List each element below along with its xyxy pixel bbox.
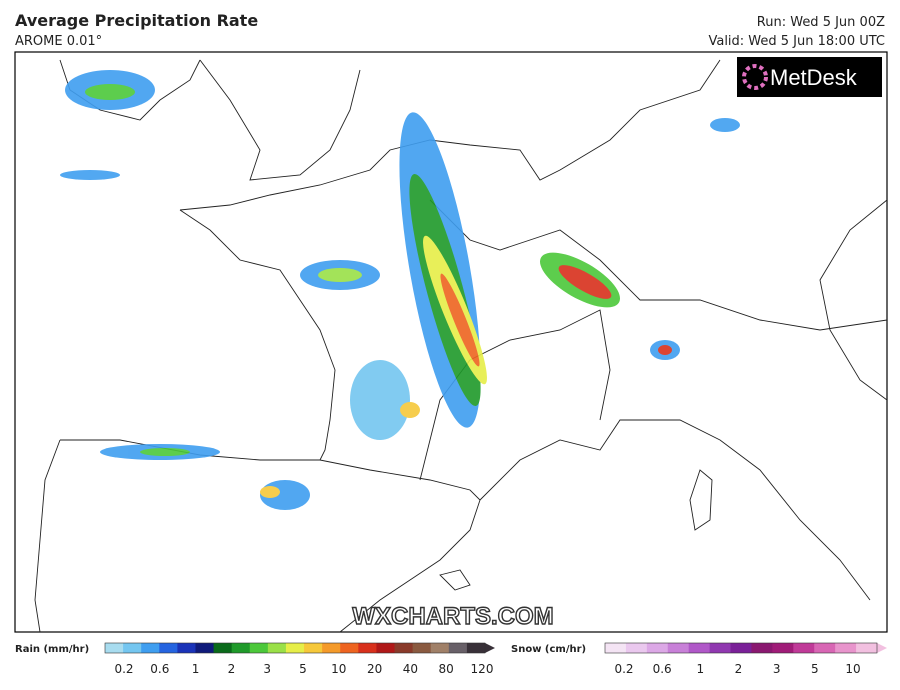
rain-tick-label: 1 [192, 662, 200, 676]
rain-color-bin [105, 643, 124, 653]
snow-color-bin [625, 643, 648, 653]
rain-tick-label: 10 [331, 662, 346, 676]
rain-color-bin [448, 643, 468, 653]
snow-color-bin [688, 643, 711, 653]
map: MetDesk WXCHARTS.COM [14, 51, 888, 633]
snow-color-bin [793, 643, 815, 653]
snow-arrow [877, 643, 887, 653]
rain-tick-label: 20 [367, 662, 382, 676]
model: AROME 0.01° [15, 34, 102, 49]
rain-bar-frame [104, 642, 486, 654]
title: Average Precipitation Rate [15, 11, 258, 30]
rain-color-bin [376, 643, 396, 653]
rain-color-bin [358, 643, 377, 653]
snow-tick-label: 5 [811, 662, 819, 676]
logo: MetDesk [770, 65, 858, 90]
snow-label: Snow (cm/hr) [511, 644, 586, 655]
snow-color-bin [667, 643, 690, 653]
rain-color-bin [340, 643, 359, 653]
snow-color-bin [605, 643, 627, 653]
logo-box [737, 57, 882, 97]
rain-color-bin [322, 643, 341, 653]
run: Run: Wed 5 Jun 00Z [757, 15, 885, 30]
snow-tick-label: 10 [845, 662, 860, 676]
rain-tick-label: 0.2 [114, 662, 133, 676]
rain-tick-label: 3 [263, 662, 271, 676]
snow-tick-label: 0.2 [614, 662, 633, 676]
valid: Valid: Wed 5 Jun 18:00 UTC [708, 34, 885, 49]
snow-tick-label: 1 [697, 662, 705, 676]
rain-color-bin [285, 643, 305, 653]
rain-tick-label: 80 [439, 662, 454, 676]
rain-tick-label: 2 [228, 662, 236, 676]
rain-tick-label: 120 [471, 662, 494, 676]
rain-color-bin [231, 643, 251, 653]
legend: 0.2 0.6 1 2 3 5 10 20 40 80 120 0.2 0.6 1 2 3 5 10 [104, 642, 887, 676]
rain-color-bin [249, 643, 269, 653]
rain-color-bin [195, 643, 215, 653]
watermark: WXCHARTS.COM [352, 603, 553, 630]
snow-tick-label: 0.6 [653, 662, 672, 676]
rain-color-bin [267, 643, 287, 653]
snow-color-bin [856, 643, 878, 653]
rain-color-bin [213, 643, 233, 653]
rain-tick-label: 40 [403, 662, 418, 676]
snow-color-bin [646, 643, 669, 653]
snow-color-bin [709, 643, 732, 653]
rain-arrow [485, 643, 495, 653]
snow-color-bin [751, 643, 773, 653]
snow-color-bin [772, 643, 794, 653]
rain-tick-label: 0.6 [150, 662, 169, 676]
rain-color-bin [141, 643, 160, 653]
snow-color-bin [835, 643, 857, 653]
snow-color-bin [730, 643, 752, 653]
rain-tick-label: 5 [299, 662, 307, 676]
snow-color-bin [814, 643, 836, 653]
rain-color-bin [304, 643, 323, 653]
rain-color-bin [430, 643, 450, 653]
rain-color-bin [177, 643, 196, 653]
rain-color-bin [159, 643, 178, 653]
rain-color-bin [412, 643, 432, 653]
rain-color-bin [123, 643, 142, 653]
rain-label: Rain (mm/hr) [15, 644, 89, 655]
rain-color-bin [394, 643, 414, 653]
snow-bar-frame [604, 642, 878, 654]
snow-tick-label: 2 [735, 662, 743, 676]
snow-tick-label: 3 [773, 662, 781, 676]
rain-color-bin [466, 643, 486, 653]
